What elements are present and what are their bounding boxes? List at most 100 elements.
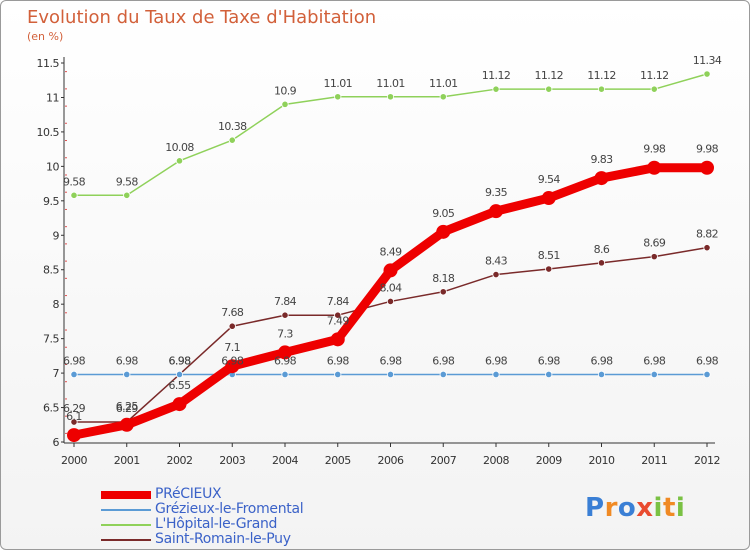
- data-point: [281, 370, 289, 379]
- x-tick-label: 2000: [61, 454, 87, 467]
- data-point: [492, 370, 500, 379]
- x-tick-label: 2001: [114, 454, 140, 467]
- data-label: 8.69: [643, 237, 666, 250]
- data-point: [330, 332, 345, 347]
- x-tick-label: 2011: [641, 454, 667, 467]
- data-point: [386, 297, 395, 306]
- data-point: [703, 244, 711, 252]
- data-label: 8.43: [485, 255, 508, 268]
- y-tick-label: 8: [53, 298, 60, 311]
- data-point: [281, 311, 289, 319]
- data-label: 10.38: [218, 120, 247, 133]
- line-chart-plot: 6 6.5 7 7.5 8 8.5 9 9.5 10 10.5 11 11.5 2000 2001 2002…: [37, 54, 723, 467]
- data-point: [545, 265, 553, 273]
- data-label: 6.1: [66, 410, 82, 423]
- logo-letter: r: [604, 493, 618, 523]
- data-point: [703, 370, 711, 379]
- x-tick-label: 2005: [325, 454, 351, 467]
- data-label: 7.49: [327, 314, 350, 327]
- data-point: [597, 85, 606, 93]
- y-tick-label: 7: [53, 367, 60, 380]
- data-point: [439, 288, 447, 296]
- data-point: [439, 93, 447, 101]
- data-label: 11.01: [429, 77, 458, 90]
- data-point: [334, 93, 342, 101]
- data-point: [545, 370, 553, 379]
- x-tick-label: 2009: [536, 454, 562, 467]
- data-label: 6.98: [538, 354, 561, 367]
- data-label: 7.84: [274, 295, 297, 308]
- data-label: 6.29: [116, 402, 139, 415]
- legend-label: PRéCIEUX: [155, 486, 222, 502]
- logo-letter: t: [662, 493, 676, 523]
- data-label: 8.6: [594, 243, 610, 256]
- y-tick-label: 11: [46, 91, 59, 104]
- data-label: 9.35: [485, 186, 508, 199]
- data-point: [650, 370, 658, 379]
- legend-swatch: [101, 539, 151, 541]
- proxiti-logo: Proxiti: [585, 493, 685, 523]
- logo-letter: i: [653, 493, 663, 523]
- data-label: 11.34: [693, 54, 722, 67]
- data-label: 6.25: [116, 400, 139, 413]
- data-label: 9.98: [696, 143, 719, 156]
- data-point: [281, 100, 289, 108]
- data-label: 9.98: [643, 143, 666, 156]
- data-point: [703, 70, 711, 78]
- data-point: [650, 253, 658, 261]
- data-label: 6.29: [63, 402, 86, 415]
- data-label: 8.49: [379, 245, 402, 258]
- data-label: 6.98: [485, 354, 508, 367]
- data-label: 9.58: [63, 175, 86, 188]
- data-point: [700, 160, 714, 175]
- data-label: 11.01: [376, 77, 405, 90]
- y-tick-label: 8.5: [43, 264, 59, 277]
- data-point: [225, 359, 240, 374]
- data-point: [123, 191, 131, 199]
- data-point: [175, 370, 184, 379]
- logo-letter: P: [585, 493, 605, 523]
- data-label: 8.18: [432, 272, 455, 285]
- data-point: [70, 418, 78, 426]
- data-label: 9.54: [538, 173, 561, 186]
- data-point: [70, 370, 78, 379]
- y-tick-label: 9.5: [43, 195, 59, 208]
- logo-letter: x: [636, 493, 654, 523]
- data-point: [439, 370, 447, 379]
- data-label: 7.84: [327, 295, 350, 308]
- data-label: 9.05: [432, 207, 455, 220]
- x-tick-label: 2004: [272, 454, 298, 467]
- data-label: 7.68: [221, 306, 244, 319]
- data-label: 6.98: [116, 354, 139, 367]
- data-label: 11.12: [640, 69, 669, 82]
- data-point: [228, 136, 236, 144]
- data-point: [278, 345, 292, 360]
- data-point: [597, 259, 606, 267]
- data-point: [594, 171, 609, 186]
- data-point: [334, 311, 342, 319]
- x-tick-label: 2010: [589, 454, 615, 467]
- y-tick-label: 7.5: [43, 333, 59, 346]
- data-label: 6.55: [168, 379, 191, 392]
- data-point: [67, 428, 81, 443]
- data-label: 10.9: [274, 84, 297, 97]
- data-point: [383, 263, 398, 278]
- x-tick-label: 2007: [430, 454, 456, 467]
- data-label: 8.51: [538, 249, 560, 262]
- data-label: 7.3: [277, 327, 293, 340]
- legend-label: Saint-Romain-le-Puy: [155, 531, 291, 547]
- data-label: 11.01: [324, 77, 353, 90]
- data-label: 6.98: [168, 354, 191, 367]
- data-point: [541, 191, 556, 206]
- data-label: 6.98: [432, 354, 455, 367]
- data-label: 8.82: [696, 228, 718, 241]
- data-label: 7.1: [224, 341, 240, 354]
- data-point: [70, 191, 78, 199]
- data-point: [175, 157, 184, 165]
- x-tick-label: 2012: [694, 454, 720, 467]
- data-label: 6.98: [590, 354, 613, 367]
- data-label: 8.04: [379, 281, 402, 294]
- y-tick-label: 11.5: [37, 57, 60, 70]
- y-tick-label: 10: [46, 160, 59, 173]
